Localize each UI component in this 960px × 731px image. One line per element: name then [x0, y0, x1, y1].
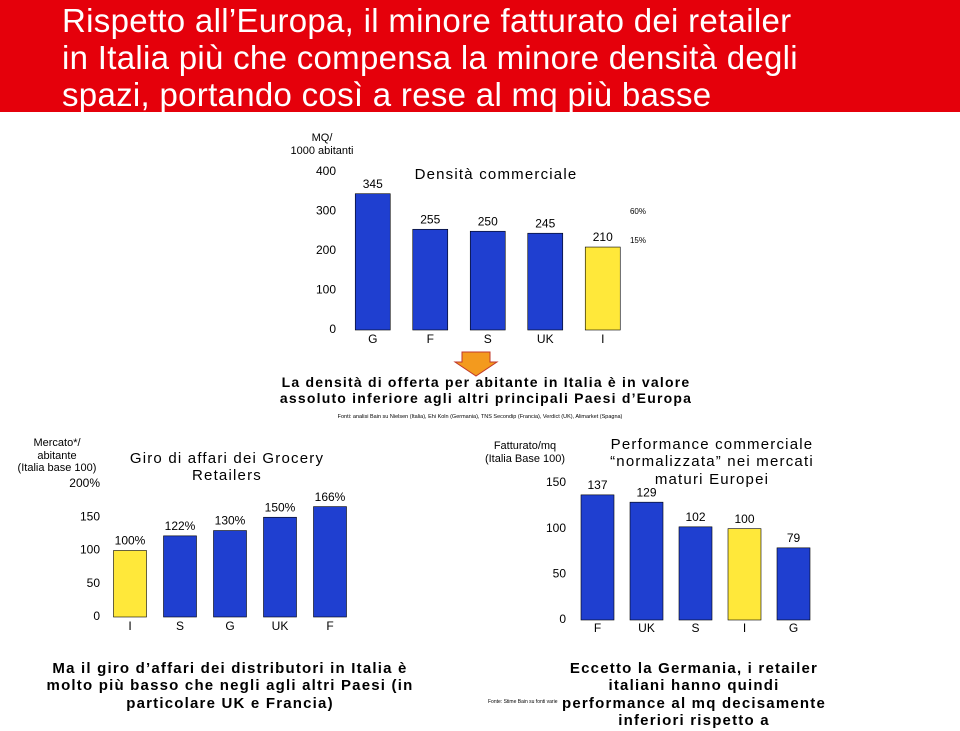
value-label: 250: [478, 214, 498, 228]
chart-title: Performance commerciale “normalizzata” n…: [610, 436, 814, 488]
y-tick-label: 200%: [69, 476, 100, 490]
y-tick-label: 400: [316, 164, 336, 178]
y-tick-label: 100: [80, 543, 100, 557]
value-label: 150%: [265, 500, 296, 514]
x-tick-label: UK: [537, 332, 554, 346]
x-tick-label: G: [225, 619, 234, 633]
x-tick-label: F: [427, 332, 434, 346]
arrow: [453, 351, 499, 377]
value-label: 210: [593, 230, 613, 244]
value-label: 345: [363, 177, 383, 191]
y-axis-label: MQ/ 1000 abitanti: [290, 132, 354, 157]
value-label: 129: [636, 485, 656, 499]
bar: [213, 530, 247, 618]
bar: [629, 501, 664, 621]
chart-title: Giro di affari dei Grocery Retailers: [129, 450, 325, 485]
bar: [580, 494, 615, 621]
x-tick-label: G: [789, 621, 798, 635]
source: Fonte: Stime Bain su fonti varie: [488, 699, 558, 705]
annotation: 60%: [630, 207, 646, 216]
x-tick-label: S: [176, 619, 184, 633]
title-banner: [0, 0, 960, 112]
bar: [469, 230, 506, 331]
x-tick-label: I: [743, 621, 746, 635]
y-tick-label: 100: [546, 521, 566, 535]
slide-title: Rispetto all’Europa, il minore fatturato…: [62, 2, 798, 113]
x-tick-label: I: [128, 619, 131, 633]
y-axis-label: Mercato*/ abitante (Italia base 100): [17, 437, 97, 475]
chart-title: Densità commerciale: [414, 166, 578, 183]
x-tick-label: G: [368, 332, 377, 346]
bar: [163, 535, 197, 618]
value-label: 79: [787, 531, 801, 545]
value-label: 122%: [165, 519, 196, 533]
y-tick-label: 0: [559, 612, 566, 626]
y-tick-label: 0: [329, 322, 336, 336]
value-label: 100%: [115, 534, 146, 548]
bar: [113, 550, 147, 618]
bar: [678, 526, 713, 621]
x-tick-label: S: [484, 332, 492, 346]
y-tick-label: 50: [553, 567, 567, 581]
value-label: 166%: [315, 490, 346, 504]
x-tick-label: S: [691, 621, 699, 635]
y-tick-label: 50: [87, 576, 101, 590]
caption: Ma il giro d’affari dei distributori in …: [46, 660, 414, 712]
bar: [584, 246, 621, 331]
bar: [354, 193, 391, 331]
value-label: 245: [535, 216, 555, 230]
bar: [776, 547, 811, 621]
y-tick-label: 100: [316, 283, 336, 297]
bar: [313, 506, 347, 618]
bar: [727, 528, 762, 621]
y-tick-label: 0: [93, 609, 100, 623]
value-label: 100: [734, 512, 754, 526]
x-tick-label: F: [326, 619, 333, 633]
y-tick-label: 300: [316, 204, 336, 218]
value-label: 137: [587, 478, 607, 492]
y-tick-label: 200: [316, 243, 336, 257]
value-label: 130%: [215, 514, 246, 528]
bar: [263, 516, 297, 618]
value-label: 102: [685, 510, 705, 524]
y-axis-label: Fatturato/mq (Italia Base 100): [484, 440, 566, 465]
bar: [527, 232, 564, 331]
y-tick-label: 150: [546, 475, 566, 489]
value-label: 255: [420, 212, 440, 226]
x-tick-label: UK: [638, 621, 655, 635]
note: La densità di offerta per abitante in It…: [279, 374, 693, 407]
bar: [412, 228, 449, 331]
x-tick-label: F: [594, 621, 601, 635]
y-tick-label: 150: [80, 509, 100, 523]
x-tick-label: I: [601, 332, 604, 346]
x-tick-label: UK: [272, 619, 289, 633]
source: Fonti: analisi Bain su Nielsen (Italia),…: [337, 414, 623, 420]
caption: Eccetto la Germania, i retailer italiani…: [561, 660, 827, 731]
annotation: 15%: [630, 236, 646, 245]
